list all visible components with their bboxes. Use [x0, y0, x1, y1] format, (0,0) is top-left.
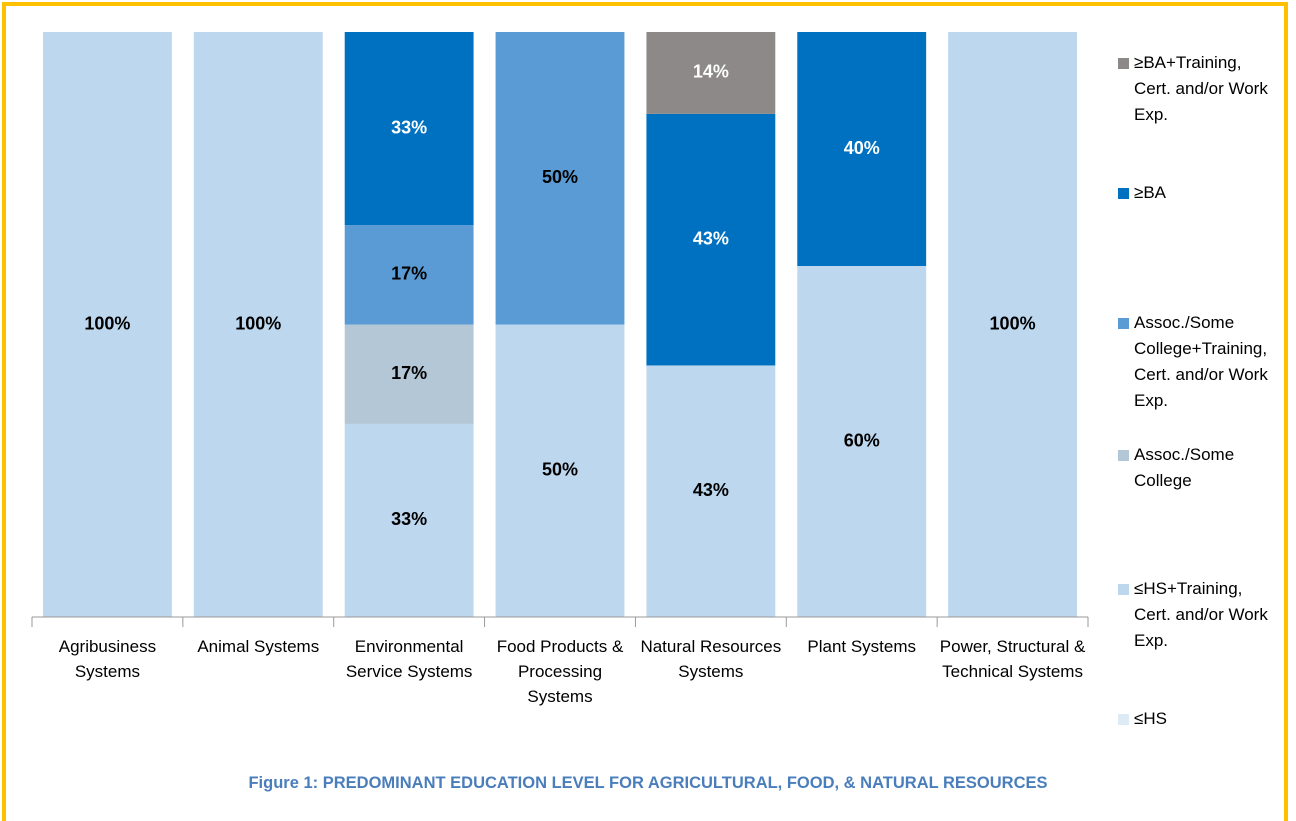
bar-segment	[797, 32, 927, 266]
x-tick-label: Power, Structural & Technical Systems	[939, 637, 1086, 681]
data-label: 17%	[391, 363, 427, 383]
bar-segment	[646, 32, 776, 114]
legend-swatch	[1118, 584, 1129, 595]
data-label: 17%	[391, 264, 427, 284]
legend-label: Assoc./Some College+Training, Cert. and/…	[1134, 313, 1268, 410]
x-tick-label: Environmental Service Systems	[345, 637, 473, 681]
bar-segment	[797, 266, 927, 617]
bar-segment	[193, 32, 323, 617]
data-label: 50%	[542, 167, 578, 187]
legend-swatch	[1118, 318, 1129, 329]
legend-item: ≥BA	[1118, 180, 1278, 206]
legend-item: Assoc./Some College+Training, Cert. and/…	[1118, 310, 1278, 414]
bar-segment	[43, 32, 172, 617]
data-label: 100%	[235, 313, 281, 333]
data-label: 43%	[693, 480, 729, 500]
bar-segment	[344, 423, 474, 617]
x-tick-label: Natural Resources Systems	[640, 637, 782, 681]
legend-label: Assoc./Some College	[1134, 445, 1235, 490]
data-label: 100%	[84, 313, 130, 333]
x-tick-label: Agribusiness Systems	[58, 637, 157, 681]
chart-title: Figure 1: PREDOMINANT EDUCATION LEVEL FO…	[248, 774, 1048, 792]
x-tick-label: Animal Systems	[197, 637, 320, 656]
data-label: 60%	[844, 430, 880, 450]
bar-segment	[646, 365, 776, 617]
legend-swatch	[1118, 188, 1129, 199]
data-label: 33%	[391, 117, 427, 137]
bar-segment	[495, 32, 625, 325]
bar-segment	[344, 32, 474, 226]
bar-segment	[948, 32, 1077, 617]
legend-swatch	[1118, 450, 1129, 461]
bar-segment	[646, 113, 776, 366]
data-label: 40%	[844, 138, 880, 158]
legend-label: ≤HS+Training, Cert. and/or Work Exp.	[1134, 579, 1268, 650]
bar-segment	[495, 324, 625, 617]
bar-segment	[344, 324, 474, 424]
data-label: 100%	[990, 313, 1036, 333]
bar-segment	[344, 225, 474, 325]
legend-item: ≤HS+Training, Cert. and/or Work Exp.	[1118, 576, 1278, 654]
data-label: 50%	[542, 460, 578, 480]
legend-swatch	[1118, 714, 1129, 725]
data-label: 14%	[693, 62, 729, 82]
legend-item: Assoc./Some College	[1118, 442, 1278, 494]
legend-swatch	[1118, 58, 1129, 69]
data-label: 33%	[391, 509, 427, 529]
legend-label: ≤HS	[1134, 709, 1167, 728]
legend-label: ≥BA	[1134, 183, 1167, 202]
legend-item: ≤HS	[1118, 706, 1278, 732]
x-tick-label: Plant Systems	[807, 637, 917, 656]
data-label: 43%	[693, 228, 729, 248]
legend-item: ≥BA+Training, Cert. and/or Work Exp.	[1118, 50, 1278, 128]
x-tick-label: Food Products & Processing Systems	[496, 637, 624, 706]
legend-label: ≥BA+Training, Cert. and/or Work Exp.	[1134, 53, 1268, 124]
